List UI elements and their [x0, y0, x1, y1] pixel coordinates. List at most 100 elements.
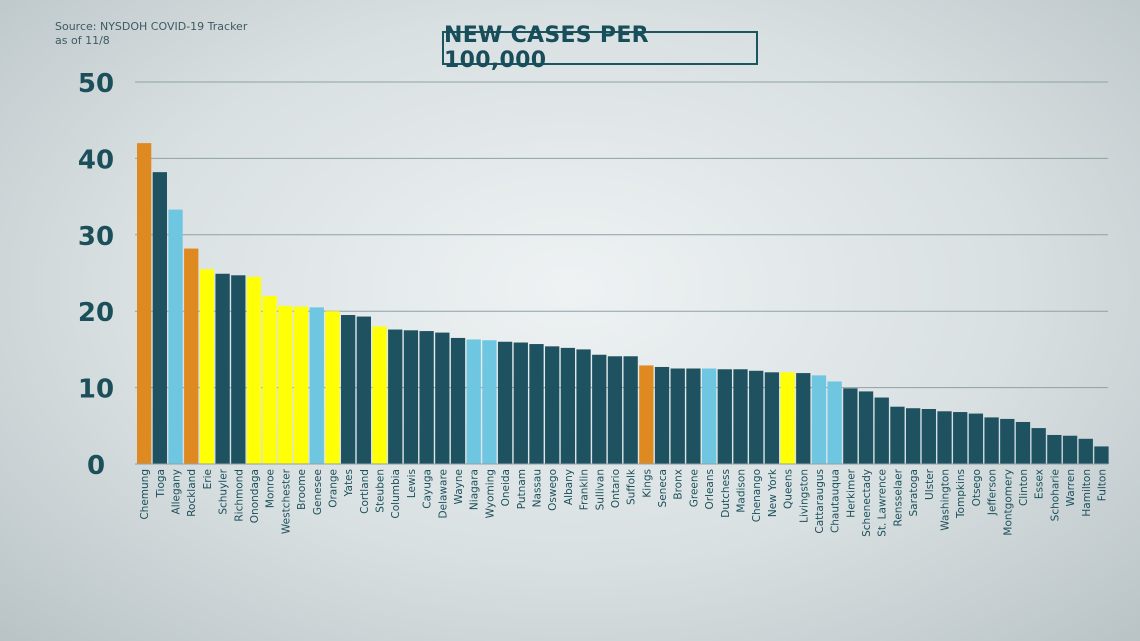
- x-axis-labels: Chemung Tioga Allegany Rockland Erie Schuyler…: [139, 468, 1108, 537]
- x-tick-label: Otsego: [971, 469, 983, 506]
- bar: [607, 356, 623, 464]
- x-tick-label: Wyoming: [484, 469, 496, 518]
- x-tick-label: Greene: [688, 469, 700, 507]
- x-tick-label: Herkimer: [845, 468, 857, 517]
- y-tick-label: 10: [78, 375, 114, 405]
- x-tick-label: Fulton: [1096, 469, 1108, 501]
- bar: [953, 412, 968, 464]
- x-tick-label: Chautauqua: [830, 469, 842, 533]
- x-tick-label: Broome: [296, 469, 308, 510]
- bar: [592, 354, 607, 464]
- bar: [137, 143, 152, 464]
- bar: [1094, 446, 1109, 464]
- date-line: as of 11/8: [55, 34, 110, 47]
- bar: [435, 332, 450, 464]
- x-tick-label: New York: [767, 468, 779, 517]
- y-tick-label: 0: [87, 451, 105, 481]
- bar: [356, 316, 372, 464]
- bar: [278, 305, 293, 464]
- x-tick-label: Queens: [783, 469, 795, 509]
- bar: [325, 311, 340, 464]
- x-tick-label: Warren: [1065, 469, 1077, 506]
- x-tick-label: Schuyler: [218, 468, 230, 514]
- bar: [905, 408, 921, 464]
- x-tick-label: Tioga: [155, 469, 167, 499]
- x-tick-label: Sullivan: [594, 469, 606, 510]
- x-tick-label: Clinton: [1018, 469, 1030, 506]
- x-tick-label: Cattaraugus: [814, 469, 826, 534]
- bar: [529, 344, 544, 464]
- bar: [1015, 421, 1031, 464]
- bar: [749, 370, 764, 464]
- bar: [545, 346, 560, 464]
- x-tick-label: Tompkins: [955, 469, 967, 519]
- bar: [388, 329, 403, 464]
- x-tick-label: Schenectady: [861, 469, 873, 537]
- bar: [152, 172, 167, 465]
- bar: [686, 368, 701, 464]
- x-tick-label: Suffolk: [626, 468, 638, 505]
- x-tick-label: Chenango: [751, 469, 763, 522]
- bar: [372, 326, 387, 464]
- x-tick-label: Chemung: [139, 469, 151, 520]
- bar: [670, 368, 685, 464]
- x-tick-label: Yates: [343, 469, 355, 497]
- x-tick-label: Cortland: [359, 469, 371, 514]
- bar: [717, 369, 732, 464]
- bar: [497, 341, 513, 464]
- bar: [1031, 428, 1046, 464]
- bars: [137, 143, 1109, 465]
- bar: [199, 269, 215, 464]
- bar: [623, 356, 638, 464]
- x-tick-label: Rensselaer: [892, 468, 904, 526]
- x-tick-label: Rockland: [186, 469, 198, 517]
- x-tick-label: Cayuga: [422, 469, 434, 509]
- bar: [733, 369, 748, 464]
- bar: [858, 391, 874, 464]
- x-tick-label: Ontario: [610, 469, 622, 508]
- bar: [843, 388, 858, 464]
- x-tick-label: Westchester: [280, 468, 292, 534]
- bar: [796, 373, 811, 464]
- x-tick-label: Putnam: [516, 469, 528, 509]
- x-tick-label: St. Lawrence: [877, 469, 889, 537]
- bar: [984, 417, 999, 464]
- bar: [780, 372, 795, 464]
- bar: [701, 368, 717, 464]
- bar: [450, 337, 466, 464]
- bar: [262, 295, 277, 464]
- x-tick-label: Oneida: [500, 469, 512, 506]
- bar: [560, 347, 576, 464]
- x-tick-label: Bronx: [673, 469, 685, 500]
- chart-title-box: NEW CASES PER 100,000: [442, 23, 758, 73]
- bar: [937, 411, 952, 464]
- y-tick-label: 50: [78, 69, 114, 99]
- x-tick-label: Franklin: [579, 469, 591, 510]
- bar: [231, 275, 246, 464]
- bar: [168, 209, 183, 464]
- bar: [293, 306, 309, 464]
- x-tick-label: Orleans: [704, 469, 716, 510]
- x-tick-label: Schoharie: [1049, 469, 1061, 521]
- x-tick-label: Allegany: [171, 469, 183, 514]
- x-tick-label: Oswego: [547, 469, 559, 511]
- y-tick-label: 40: [78, 145, 114, 175]
- x-tick-label: Ulster: [924, 468, 936, 500]
- bar: [341, 315, 356, 464]
- bar: [639, 365, 654, 464]
- bar: [968, 413, 984, 464]
- bar: [576, 349, 591, 464]
- x-tick-label: Nassau: [531, 469, 543, 507]
- x-tick-label: Seneca: [657, 469, 669, 507]
- bar: [874, 397, 889, 464]
- x-tick-label: Essex: [1034, 469, 1046, 499]
- x-tick-label: Steuben: [375, 469, 387, 513]
- x-tick-label: Erie: [202, 469, 214, 489]
- x-tick-label: Richmond: [233, 469, 245, 522]
- y-tick-label: 20: [78, 298, 114, 328]
- x-tick-label: Dutchess: [720, 469, 732, 518]
- bar: [654, 366, 670, 464]
- x-tick-label: Livingston: [798, 469, 810, 523]
- bar: [246, 276, 262, 464]
